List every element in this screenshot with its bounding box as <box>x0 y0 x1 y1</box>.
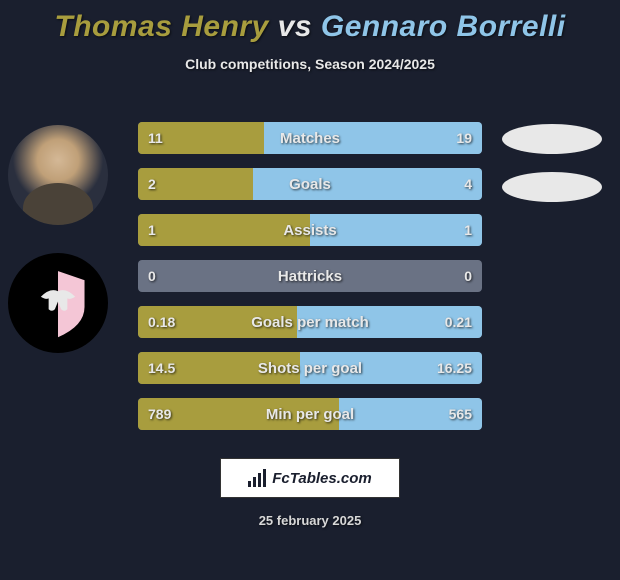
ellipse-1 <box>502 124 602 154</box>
footer-date: 25 february 2025 <box>0 513 620 528</box>
stat-row: 0.180.21Goals per match <box>138 306 482 338</box>
stat-label: Matches <box>138 122 482 154</box>
ellipse-2 <box>502 172 602 202</box>
stat-label: Assists <box>138 214 482 246</box>
stat-label: Hattricks <box>138 260 482 292</box>
comparison-card: Thomas Henry vs Gennaro Borrelli Club co… <box>0 0 620 580</box>
stat-row: 11Assists <box>138 214 482 246</box>
brand-text: FcTables.com <box>272 470 371 487</box>
footer-brand: FcTables.com <box>220 458 400 498</box>
player2-name: Gennaro Borrelli <box>321 10 566 43</box>
player2-crest <box>8 253 108 353</box>
stat-label: Goals <box>138 168 482 200</box>
crest-icon <box>19 264 97 342</box>
stat-row: 789565Min per goal <box>138 398 482 430</box>
stats-list: 1119Matches 24Goals 11Assists 00Hattricks 0.… <box>138 122 482 430</box>
vs-text: vs <box>278 10 312 43</box>
stat-label: Goals per match <box>138 306 482 338</box>
stat-label: Min per goal <box>138 398 482 430</box>
subtitle: Club competitions, Season 2024/2025 <box>0 56 620 72</box>
avatar-column <box>8 125 108 353</box>
stat-row: 14.516.25Shots per goal <box>138 352 482 384</box>
stat-label: Shots per goal <box>138 352 482 384</box>
stat-row: 1119Matches <box>138 122 482 154</box>
player1-name: Thomas Henry <box>54 10 268 43</box>
page-title: Thomas Henry vs Gennaro Borrelli <box>0 0 620 44</box>
right-ellipses <box>502 124 602 202</box>
stat-row: 24Goals <box>138 168 482 200</box>
stat-row: 00Hattricks <box>138 260 482 292</box>
player1-avatar <box>8 125 108 225</box>
brand-bars-icon <box>248 469 266 487</box>
